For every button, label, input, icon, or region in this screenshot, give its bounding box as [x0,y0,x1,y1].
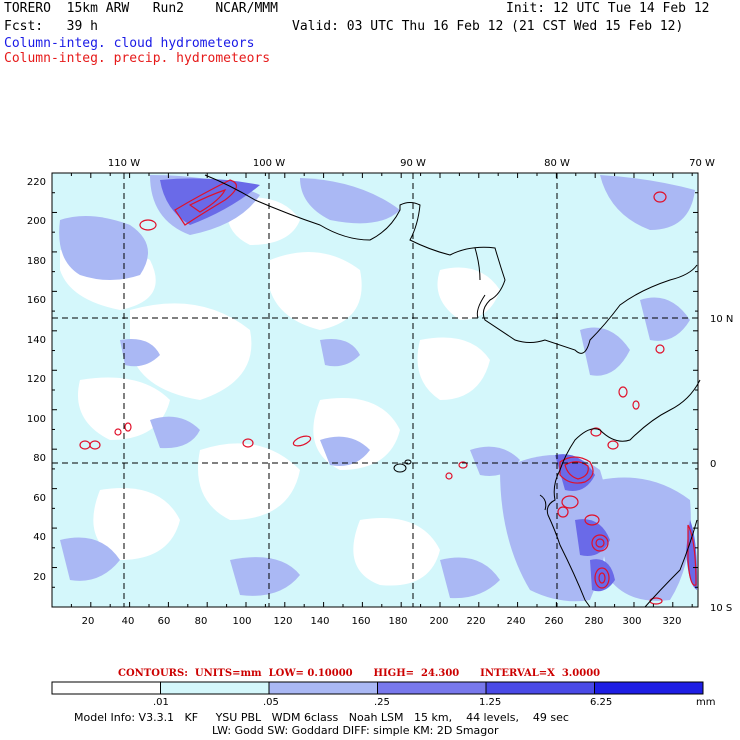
field-label-cloud: Column-integ. cloud hydrometeors [4,36,255,51]
x-tick-label: 300 [622,616,641,627]
y-grid-index-labels: 220 200 180 160 140 120 100 80 60 40 20 [27,177,46,583]
legend-label: 6.25 [590,697,613,708]
y-tick-label: 160 [27,295,46,306]
lat-label: 10 N [710,314,733,325]
coastlines [204,174,701,608]
x-tick-label: 60 [158,616,171,627]
x-tick-label: 260 [544,616,563,627]
cloud-hydrometeor-field [59,175,695,602]
x-tick-label: 80 [195,616,208,627]
legend-label: 1.25 [479,697,502,708]
x-grid-index-labels: 20 40 60 80 100 120 140 160 180 200 220 … [82,616,682,627]
x-tick-label: 200 [429,616,448,627]
clear-sky-patches [60,197,500,586]
precip-contours [79,179,697,605]
legend-label: .01 [153,697,169,708]
axis-tick-marks [51,172,698,608]
y-tick-label: 220 [27,177,46,188]
legend-swatch [160,681,270,695]
x-tick-label: 140 [310,616,329,627]
legend-swatch [377,681,487,695]
legend-swatch [594,681,704,695]
x-tick-label: 280 [584,616,603,627]
y-tick-label: 200 [27,216,46,227]
lon-label: 90 W [400,158,426,169]
legend-swatch [485,681,595,695]
x-tick-label: 180 [388,616,407,627]
x-tick-label: 120 [273,616,292,627]
y-tick-label: 140 [27,335,46,346]
forecast-hour: Fcst: 39 h [4,19,98,34]
y-tick-label: 20 [33,572,46,583]
x-tick-label: 240 [506,616,525,627]
legend-swatch [51,681,161,695]
lon-label: 80 W [544,158,570,169]
legend-label: .25 [374,697,390,708]
lat-label: 10 S [710,603,732,614]
x-tick-label: 220 [466,616,485,627]
model-title: TORERO 15km ARW Run2 NCAR/MMM [4,1,278,16]
field-label-precip: Column-integ. precip. hydrometeors [4,51,271,66]
y-tick-label: 100 [27,414,46,425]
x-tick-label: 160 [351,616,370,627]
x-tick-label: 320 [662,616,681,627]
legend-label: .05 [263,697,279,708]
y-tick-label: 180 [27,256,46,267]
y-tick-label: 40 [33,532,46,543]
longitude-labels: 110 W 100 W 90 W 80 W 70 W [108,158,715,169]
lon-label: 70 W [689,158,715,169]
y-tick-label: 60 [33,493,46,504]
legend-unit: mm [696,697,716,708]
lat-label: 0 [710,459,716,470]
legend-swatch [268,681,378,695]
y-tick-label: 120 [27,374,46,385]
color-legend-bar [51,681,704,695]
contours-info: CONTOURS: UNITS=mm LOW= 0.10000 HIGH= 24… [118,668,601,679]
latitude-labels: 10 N 0 10 S [710,314,733,614]
latlon-grid [52,173,698,607]
model-info-line1: Model Info: V3.3.1 KF YSU PBL WDM 6class… [74,711,569,724]
y-tick-label: 80 [33,453,46,464]
x-tick-label: 40 [122,616,135,627]
lon-label: 110 W [108,158,140,169]
x-tick-label: 20 [82,616,95,627]
lon-label: 100 W [253,158,285,169]
valid-time: Valid: 03 UTC Thu 16 Feb 12 (21 CST Wed … [292,19,684,34]
x-tick-label: 100 [232,616,251,627]
model-info-line2: LW: Godd SW: Goddard DIFF: simple KM: 2D… [212,724,499,737]
init-time: Init: 12 UTC Tue 14 Feb 12 [506,1,710,16]
